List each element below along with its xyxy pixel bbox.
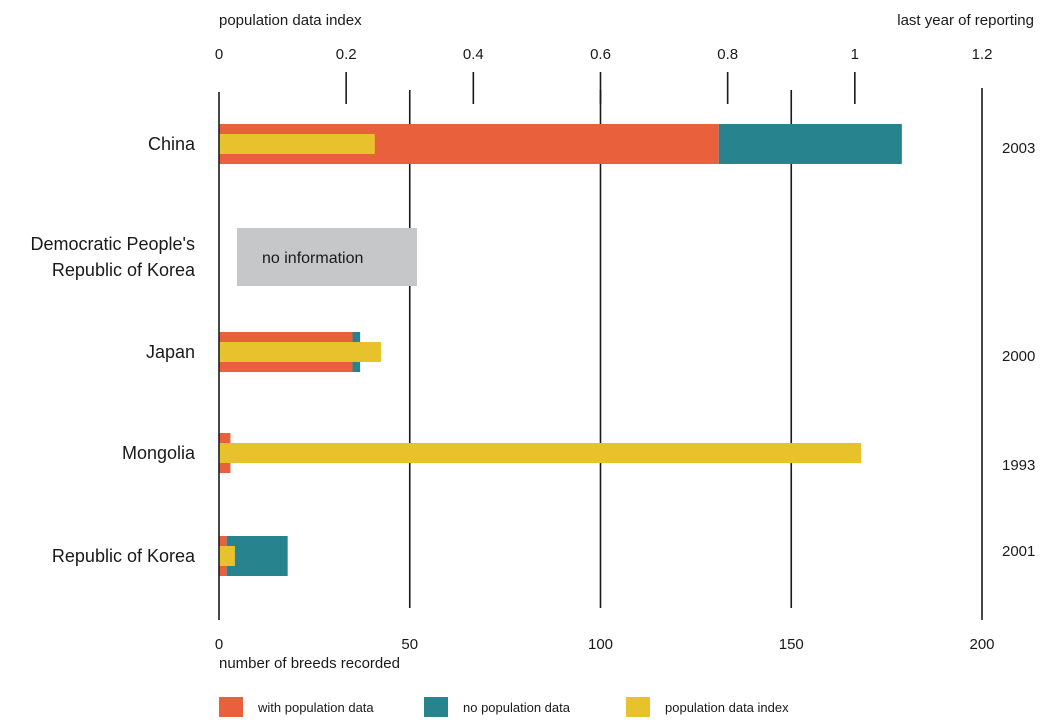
bar-no-population-data: [226, 536, 288, 576]
country-label: China: [148, 134, 196, 154]
last-year-label: 2003: [1002, 140, 1035, 157]
top-tick-label: 0.4: [463, 46, 484, 63]
top-tick-label: 0.6: [590, 46, 611, 63]
no-information-box: [237, 228, 417, 286]
bar-population-data-index: [219, 134, 375, 154]
bottom-tick-label: 0: [215, 636, 223, 653]
country-label: Democratic People's: [30, 234, 195, 254]
legend-label: population data index: [665, 700, 789, 715]
gridlines: [345, 72, 983, 620]
legend-swatch: [626, 697, 650, 717]
legend-swatch: [219, 697, 243, 717]
bar-population-data-index: [219, 546, 235, 566]
top-tick-label: 0.8: [717, 46, 738, 63]
bottom-tick-label: 100: [588, 636, 613, 653]
no-information-label: no information: [262, 250, 363, 267]
legend-label: no population data: [463, 700, 571, 715]
last-year-label: 1993: [1002, 457, 1035, 474]
country-label: Mongolia: [122, 443, 196, 463]
bar-population-data-index: [219, 443, 862, 463]
top-tick-label: 0.2: [336, 46, 357, 63]
legend: with population data no population data po…: [219, 697, 789, 717]
top-tick-label: 1.2: [972, 46, 993, 63]
legend-swatch: [424, 697, 448, 717]
country-label: Japan: [146, 342, 195, 362]
bottom-axis-title: number of breeds recorded: [219, 655, 400, 672]
bar-population-data-index: [219, 342, 382, 362]
right-axis-title: last year of reporting: [897, 12, 1034, 29]
bottom-tick-label: 200: [969, 636, 994, 653]
top-tick-label: 0: [215, 46, 223, 63]
bottom-tick-label: 50: [401, 636, 418, 653]
last-year-label: 2000: [1002, 348, 1035, 365]
country-label: Republic of Korea: [52, 260, 196, 280]
top-tick-label: 1: [851, 46, 859, 63]
axes: 0 50 100 150 2000 0.2 0.4 0.6 0.8 1 1.2ChinaDemocr…: [30, 46, 1035, 653]
bar-no-population-data: [718, 124, 902, 164]
last-year-label: 2001: [1002, 543, 1035, 560]
top-axis-title: population data index: [219, 12, 362, 29]
bars: no information: [219, 124, 902, 576]
legend-label: with population data: [257, 700, 374, 715]
bottom-tick-label: 150: [779, 636, 804, 653]
country-label: Republic of Korea: [52, 546, 196, 566]
